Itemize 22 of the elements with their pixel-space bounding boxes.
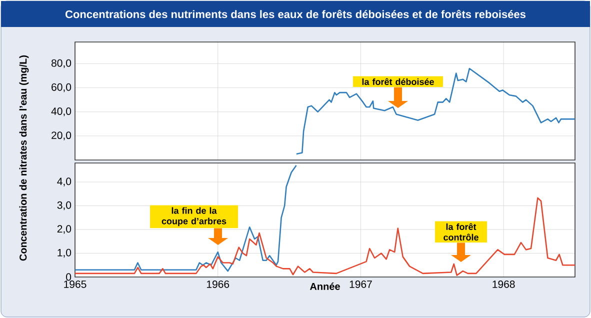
- x-tick-label: 1967: [350, 280, 372, 288]
- line-series: [296, 68, 576, 155]
- y-tick-label: 3,0: [57, 201, 72, 210]
- annotation: la forêt déboisée: [362, 78, 434, 86]
- chart-title: Concentrations des nutriments dans les eaux de forêts déboisées et de forêts reboisées: [65, 10, 526, 18]
- line-series: [75, 164, 297, 272]
- x-tick-label: 1965: [64, 280, 86, 288]
- x-tick-label: 1966: [206, 280, 230, 288]
- x-axis-title: Année: [310, 282, 340, 290]
- y-tick-label: 1,0: [58, 248, 72, 258]
- y-tick-label: 0: [66, 273, 72, 281]
- annotation: la forêt contrôle: [444, 223, 478, 241]
- y-tick-label: 4,0: [57, 178, 72, 186]
- y-tick-label: 60,0: [52, 83, 72, 92]
- line-series: [75, 197, 576, 276]
- y-tick-label: 40,0: [51, 108, 72, 116]
- y-tick-label: 80,0: [52, 59, 72, 68]
- y-axis-title: Concentration de nitrates dans l’eau (mg/L): [19, 55, 29, 261]
- y-tick-label: 2,0: [57, 225, 72, 234]
- y-tick-label: 20,0: [52, 132, 72, 140]
- x-tick-label: 1968: [492, 280, 515, 288]
- annotation: la fin de la coupe d’arbres: [162, 207, 226, 226]
